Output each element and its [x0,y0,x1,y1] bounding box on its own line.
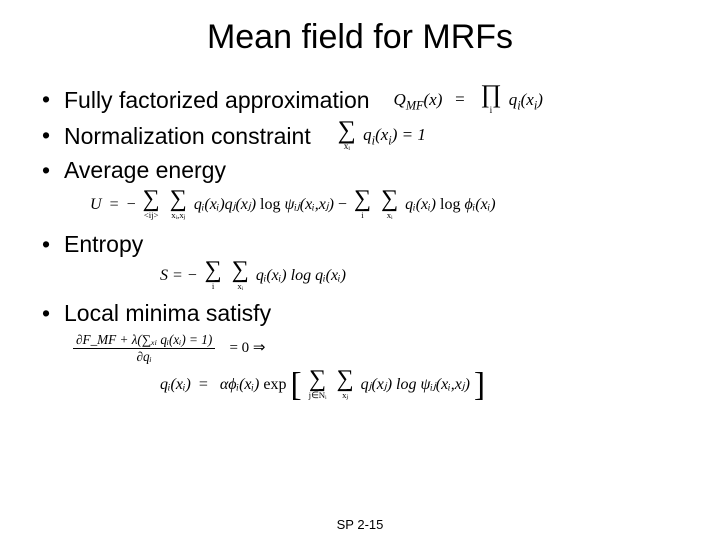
bullet-text: Average energy [64,157,226,183]
eq-factorized: QMF(x) = ∏i qi(xi) [394,85,543,117]
bullet-list: Fully factorized approximation QMF(x) = … [30,85,690,185]
eq-localmin-result: qᵢ(xᵢ) = αϕᵢ(xᵢ) exp [ ∑j∈Nᵢ ∑xⱼ qⱼ(xⱼ) … [160,371,690,400]
slide-title: Mean field for MRFs [30,18,690,57]
bullet-entropy: Entropy [42,230,690,259]
eq-entropy: S = − ∑i ∑xᵢ qᵢ(xᵢ) log qᵢ(xᵢ) [30,262,690,291]
bullet-text: Entropy [64,231,143,257]
bullet-localmin: Local minima satisfy [42,299,690,328]
bullet-list-3: Local minima satisfy [30,299,690,328]
bullet-factorized: Fully factorized approximation QMF(x) = … [42,85,690,117]
bullet-text: Local minima satisfy [64,300,271,326]
eq-normalization: ∑xᵢ qi(xi) = 1 [335,121,426,153]
slide-footer: SP 2-15 [0,517,720,532]
bullet-normalization: Normalization constraint ∑xᵢ qi(xi) = 1 [42,121,690,153]
eq-localmin-derivative: ∂F_MF + λ(∑ₓᵢ qᵢ(xᵢ) = 1) ∂qᵢ = 0 ⇒ [70,332,690,365]
slide: Mean field for MRFs Fully factorized app… [0,0,720,540]
bullet-text: Fully factorized approximation [64,86,370,115]
bullet-list-2: Entropy [30,230,690,259]
bullet-energy: Average energy [42,156,690,185]
bullet-text: Normalization constraint [64,122,311,151]
eq-energy: U = − ∑<ij> ∑xᵢ,xⱼ qᵢ(xᵢ)qⱼ(xⱼ) log ψᵢⱼ(… [90,191,690,220]
